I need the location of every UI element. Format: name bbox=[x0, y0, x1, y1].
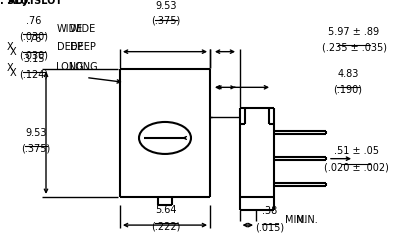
Text: (.030): (.030) bbox=[20, 50, 48, 60]
Text: 5.97 ± .89: 5.97 ± .89 bbox=[328, 27, 380, 37]
Text: (.222): (.222) bbox=[151, 221, 181, 231]
Text: (.375): (.375) bbox=[21, 144, 51, 154]
Text: X: X bbox=[10, 47, 17, 57]
Text: X: X bbox=[10, 68, 17, 77]
Text: 9.53: 9.53 bbox=[155, 1, 177, 11]
Text: 4.83: 4.83 bbox=[337, 69, 359, 79]
Text: (.190): (.190) bbox=[334, 85, 362, 95]
Text: (.015): (.015) bbox=[256, 222, 284, 232]
Text: (.375): (.375) bbox=[151, 16, 181, 26]
Text: LONG: LONG bbox=[56, 62, 84, 72]
Text: 3.15: 3.15 bbox=[23, 54, 45, 64]
Text: 5.64: 5.64 bbox=[155, 205, 177, 215]
Text: DEEP: DEEP bbox=[57, 42, 83, 52]
Text: MIN.: MIN. bbox=[296, 215, 318, 225]
Text: WIDE: WIDE bbox=[70, 24, 96, 34]
Text: X: X bbox=[7, 62, 13, 73]
Text: LONG: LONG bbox=[70, 62, 98, 72]
Text: (.124): (.124) bbox=[20, 70, 48, 80]
Text: MIN.: MIN. bbox=[285, 215, 307, 225]
Text: X: X bbox=[7, 42, 13, 52]
Text: ADJ. SLOT: ADJ. SLOT bbox=[8, 0, 62, 6]
Text: .76: .76 bbox=[26, 16, 42, 26]
Text: ADJ. SLOT: ADJ. SLOT bbox=[0, 0, 35, 6]
Text: 9.53: 9.53 bbox=[25, 128, 47, 138]
Text: .76: .76 bbox=[26, 34, 42, 44]
Text: (.235 ± .035): (.235 ± .035) bbox=[322, 43, 386, 53]
Text: .51 ± .05: .51 ± .05 bbox=[334, 146, 378, 156]
Text: WIDE: WIDE bbox=[57, 24, 83, 34]
Text: DEEP: DEEP bbox=[70, 42, 96, 52]
Text: (.030): (.030) bbox=[20, 32, 48, 42]
Text: (.020 ± .002): (.020 ± .002) bbox=[324, 162, 388, 172]
Text: .38: .38 bbox=[262, 206, 278, 216]
